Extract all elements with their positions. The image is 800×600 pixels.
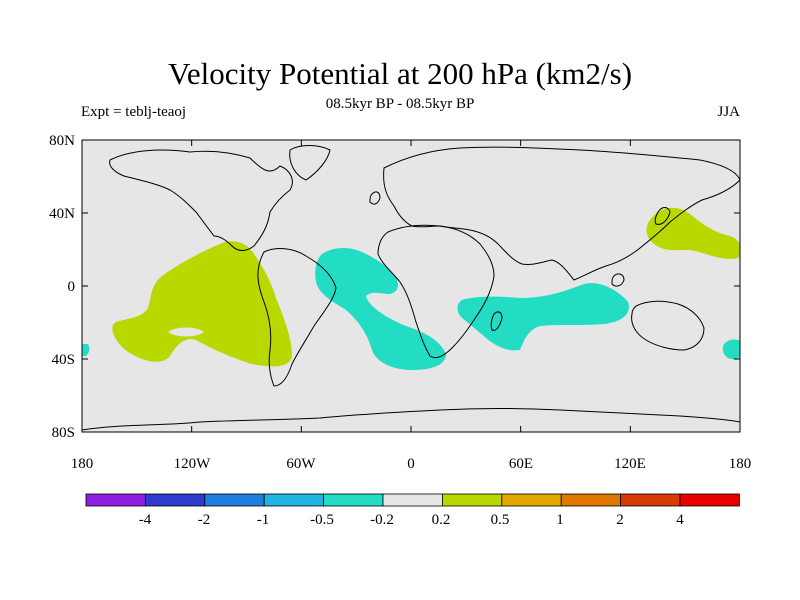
chart-subtitle: 08.5kyr BP - 08.5kyr BP [325,96,475,112]
chart-title: Velocity Potential at 200 hPa (km2/s) [167,56,633,91]
lon-label: 120W [174,456,212,472]
lon-label: 120E [614,456,646,472]
axis-ticks [81,139,741,433]
lat-label: 80N [49,133,75,149]
colorbar-label: 1 [556,512,564,528]
colorbar [85,493,740,507]
lon-label: 60E [509,456,533,472]
colorbar-label: -4 [139,512,152,528]
lon-label: 180 [71,456,94,472]
negative-region-indian-ocean [457,283,629,351]
colorbar-label: 4 [676,512,684,528]
colorbar-swatch [560,493,622,507]
lat-label: 40S [52,352,75,368]
season-label: JJA [717,104,740,120]
anomaly-fill-layer [82,207,740,370]
colorbar-swatch [85,493,146,507]
colorbar-swatch [620,493,681,507]
experiment-label: Expt = teblj-teaoj [81,104,187,120]
lat-label: 40N [49,206,75,222]
colorbar-swatch [501,493,562,507]
negative-region-atlantic [315,248,446,370]
colorbar-swatch [382,493,443,507]
lat-label: 0 [68,279,76,295]
negative-region-west-edge [82,344,90,356]
colorbar-label: -2 [198,512,211,528]
colorbar-swatch [263,493,325,507]
positive-region-east-pacific [112,241,292,367]
colorbar-swatch [441,493,503,507]
colorbar-label: 0.2 [432,512,451,528]
positive-region-west-pacific [646,207,740,259]
coastlines [82,145,740,431]
lon-label: 0 [407,456,415,472]
lat-label: 80S [52,425,75,441]
lon-label: 180 [729,456,752,472]
negative-region-new-zealand [722,339,740,360]
colorbar-label: 2 [616,512,624,528]
colorbar-swatch [204,493,265,507]
colorbar-label: -1 [257,512,270,528]
colorbar-label: -0.2 [370,512,394,528]
colorbar-swatch [144,493,206,507]
lon-label: 60W [286,456,316,472]
colorbar-label: 0.5 [491,512,510,528]
colorbar-label: -0.5 [310,512,334,528]
colorbar-swatch [323,493,384,507]
colorbar-swatch [679,493,740,507]
